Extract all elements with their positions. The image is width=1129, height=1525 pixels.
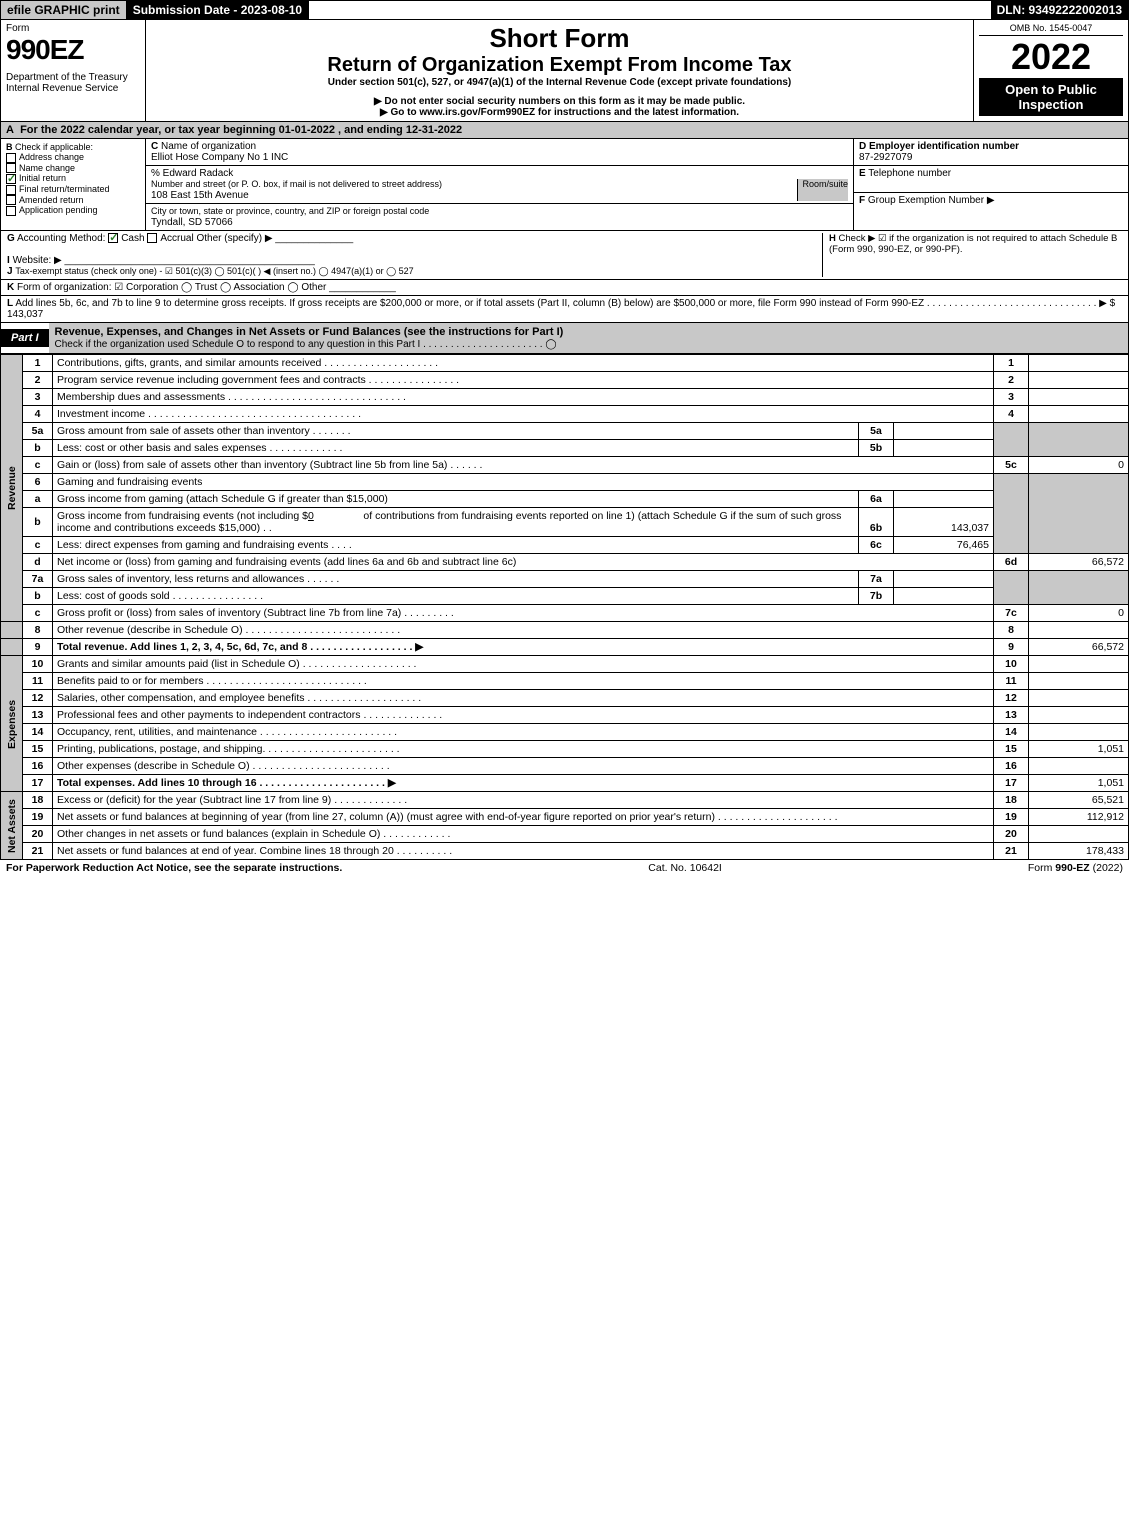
chk-final[interactable] <box>6 185 16 195</box>
form-header: Form 990EZ Department of the Treasury In… <box>0 20 1129 122</box>
form-number: 990EZ <box>6 34 140 66</box>
part1-header: Part I Revenue, Expenses, and Changes in… <box>0 323 1129 354</box>
group-label: Group Exemption Number <box>868 195 984 206</box>
chk-amended[interactable] <box>6 195 16 205</box>
ein-label: Employer identification number <box>869 141 1019 152</box>
chk-cash[interactable] <box>108 233 118 243</box>
no-ssn-note: ▶ Do not enter social security numbers o… <box>154 96 965 107</box>
phone-label: Telephone number <box>868 168 951 179</box>
city: Tyndall, SD 57066 <box>151 217 233 228</box>
short-form-title: Short Form <box>154 23 965 54</box>
top-bar: efile GRAPHIC print Submission Date - 20… <box>0 0 1129 20</box>
submission-date: Submission Date - 2023-08-10 <box>127 1 309 19</box>
netassets-label: Net Assets <box>1 792 23 860</box>
part1-label: Part I <box>1 329 49 347</box>
paperwork-notice: For Paperwork Reduction Act Notice, see … <box>6 862 342 874</box>
chk-pending[interactable] <box>6 206 16 216</box>
open-inspection: Open to Public Inspection <box>979 78 1123 116</box>
chk-accrual[interactable] <box>147 233 157 243</box>
care-of: % Edward Radack <box>151 168 233 179</box>
goto-link[interactable]: ▶ Go to www.irs.gov/Form990EZ for instru… <box>154 107 965 118</box>
dept: Department of the Treasury <box>6 72 140 83</box>
line-k: K Form of organization: ☑ Corporation ◯ … <box>0 280 1129 296</box>
footer: For Paperwork Reduction Act Notice, see … <box>0 860 1129 876</box>
website: Website: ▶ <box>13 255 62 266</box>
efile-label[interactable]: efile GRAPHIC print <box>1 1 127 19</box>
org-name: Elliot Hose Company No 1 INC <box>151 152 288 163</box>
ein: 87-2927079 <box>859 152 912 163</box>
h-check: Check ▶ ☑ if the organization is not req… <box>829 233 1117 255</box>
return-title: Return of Organization Exempt From Incom… <box>154 54 965 77</box>
meta-block: B Check if applicable: Address change Na… <box>0 139 1129 231</box>
b-label: Check if applicable: <box>15 142 93 152</box>
street: 108 East 15th Avenue <box>151 190 249 201</box>
dln: DLN: 93492222002013 <box>991 1 1128 19</box>
c-label: Name of organization <box>161 141 256 152</box>
expenses-label: Expenses <box>1 656 23 792</box>
cat-no: Cat. No. 10642I <box>648 862 722 874</box>
chk-initial[interactable] <box>6 174 16 184</box>
under-section: Under section 501(c), 527, or 4947(a)(1)… <box>154 77 965 88</box>
lines-table: Revenue 1Contributions, gifts, grants, a… <box>0 354 1129 860</box>
revenue-label: Revenue <box>1 355 23 622</box>
tax-year: 2022 <box>979 36 1123 78</box>
irs: Internal Revenue Service <box>6 83 140 94</box>
form-ref: Form 990-EZ (2022) <box>1028 862 1123 874</box>
line-g-h: G Accounting Method: Cash Accrual Other … <box>0 231 1129 280</box>
line-l: L Add lines 5b, 6c, and 7b to line 9 to … <box>0 296 1129 323</box>
line-a: A For the 2022 calendar year, or tax yea… <box>0 122 1129 139</box>
form-word: Form <box>6 23 140 34</box>
tax-exempt: Tax-exempt status (check only one) - ☑ 5… <box>15 266 413 276</box>
omb: OMB No. 1545-0047 <box>979 23 1123 36</box>
chk-address[interactable] <box>6 153 16 163</box>
room-label: Room/suite <box>797 179 848 201</box>
